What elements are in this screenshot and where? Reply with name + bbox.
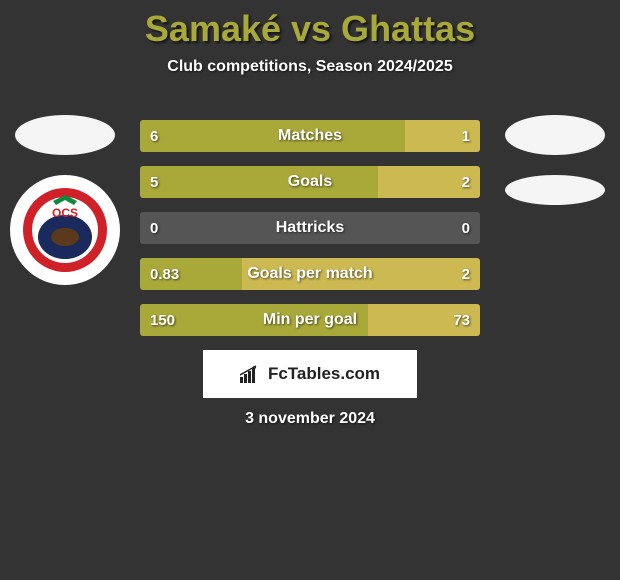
- right-player-column: [500, 115, 610, 225]
- page-title: Samaké vs Ghattas: [0, 0, 620, 50]
- stat-row: Goals per match0.832: [140, 258, 480, 290]
- stat-value-right: 0: [462, 212, 470, 244]
- stat-bar-right: [242, 258, 480, 290]
- left-player-avatar: [15, 115, 115, 155]
- stat-row: Min per goal15073: [140, 304, 480, 336]
- right-club-badge-placeholder: [505, 175, 605, 205]
- stat-row: Goals52: [140, 166, 480, 198]
- date-text: 3 november 2024: [0, 410, 620, 428]
- stat-bar-right: [368, 304, 480, 336]
- bar-chart-icon: [240, 365, 262, 383]
- left-player-column: OCS: [10, 115, 120, 285]
- right-player-avatar: [505, 115, 605, 155]
- stat-value-left: 0: [150, 212, 158, 244]
- stat-row: Matches61: [140, 120, 480, 152]
- watermark: FcTables.com: [203, 350, 417, 398]
- stat-label: Hattricks: [140, 212, 480, 244]
- stat-bar-left: [140, 304, 368, 336]
- left-club-badge: OCS: [10, 175, 120, 285]
- stat-row: Hattricks0 0: [140, 212, 480, 244]
- stats-bars: Matches61 Goals52 Hattricks0 0 Goals per mat…: [140, 120, 480, 350]
- stat-bar-left: [140, 166, 378, 198]
- stat-bar-right: [378, 166, 480, 198]
- club-badge-graphic: OCS: [22, 187, 108, 273]
- stat-bar-left: [140, 258, 242, 290]
- svg-text:OCS: OCS: [52, 206, 78, 220]
- stat-bar-left: [140, 120, 405, 152]
- subtitle: Club competitions, Season 2024/2025: [0, 58, 620, 76]
- watermark-text: FcTables.com: [268, 364, 380, 384]
- stat-bar-right: [405, 120, 480, 152]
